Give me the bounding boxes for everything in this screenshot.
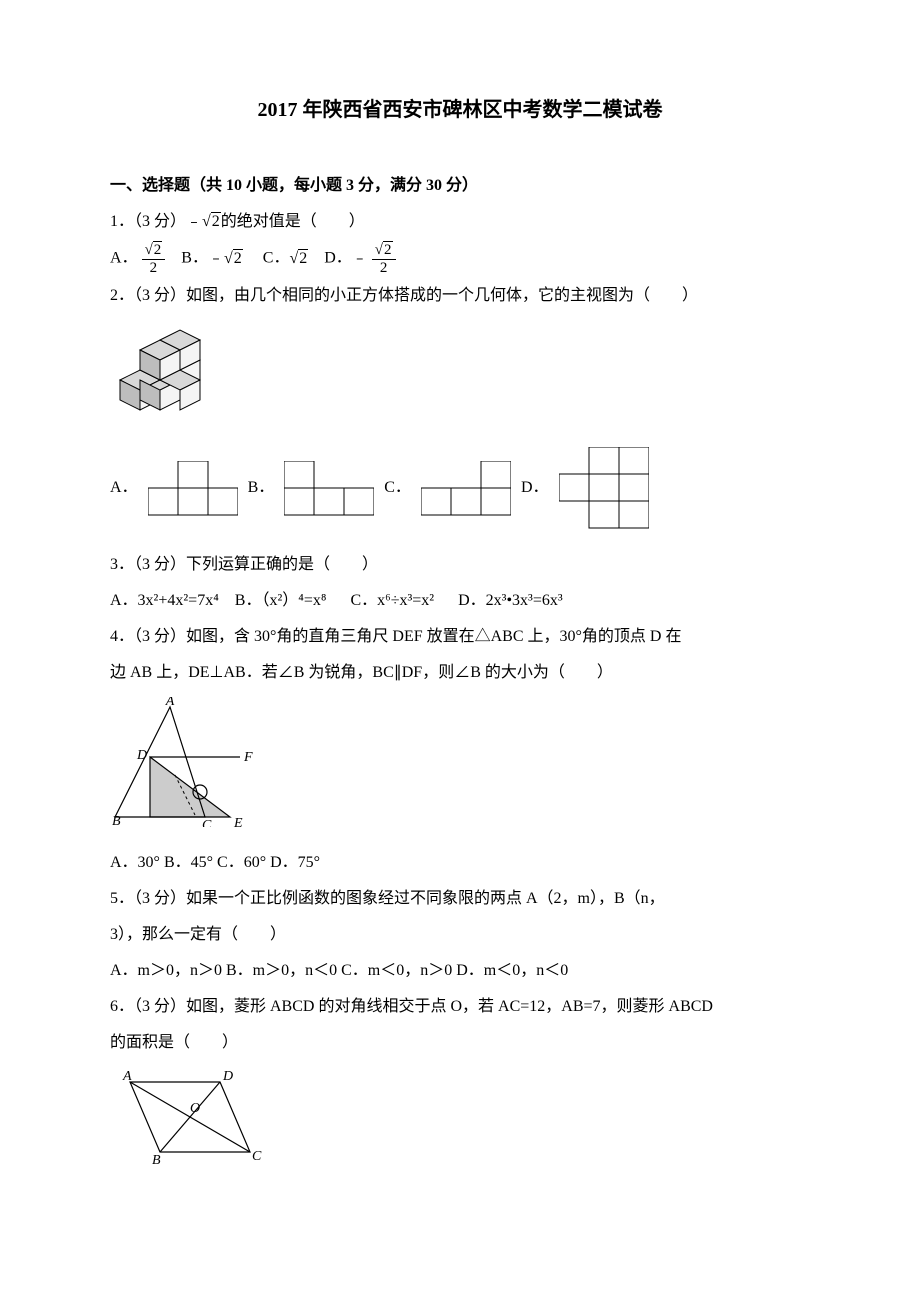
svg-text:B: B xyxy=(112,814,121,827)
svg-text:A: A xyxy=(122,1069,132,1084)
svg-text:E: E xyxy=(233,816,243,827)
question-3-options: A．3x²+4x²=7x⁴ B．（x²）⁴=x⁸ C．x⁶÷x³=x² D．2x… xyxy=(110,585,810,617)
opt-b-label: B．﹣ xyxy=(181,250,224,267)
opt-d-label: D．﹣ xyxy=(324,250,368,267)
grid-option-b xyxy=(284,461,374,516)
question-2: 2．（3 分）如图，由几个相同的小正方体搭成的一个几何体，它的主视图为（ ） xyxy=(110,280,810,312)
question-5-line1: 5．（3 分）如果一个正比例函数的图象经过不同象限的两点 A（2，m），B（n， xyxy=(110,883,810,915)
svg-text:O: O xyxy=(190,1101,200,1116)
q1-suffix: 的绝对值是（ ） xyxy=(221,213,365,230)
opt-c: C．x⁶÷x³=x² xyxy=(350,592,434,609)
opt-a-label: A． xyxy=(110,250,138,267)
question-5-line2: 3），那么一定有（ ） xyxy=(110,919,810,951)
question-5-options: A．m＞0，n＞0 B．m＞0，n＜0 C．m＜0，n＞0 D．m＜0，n＜0 xyxy=(110,955,810,987)
q2-cube-figure xyxy=(110,320,810,427)
opt-a: A．3x²+4x²=7x⁴ xyxy=(110,592,219,609)
grid-option-d xyxy=(559,447,649,529)
q4-figure: A B C D E F xyxy=(110,697,810,839)
svg-text:B: B xyxy=(152,1153,161,1167)
sqrt-icon: 2 xyxy=(202,206,221,238)
grid-option-a xyxy=(148,461,238,516)
section-header: 一、选择题（共 10 小题，每小题 3 分，满分 30 分） xyxy=(110,170,810,202)
fraction: 22 xyxy=(142,242,166,276)
svg-text:A: A xyxy=(165,697,175,709)
question-3: 3．（3 分）下列运算正确的是（ ） xyxy=(110,549,810,581)
opt-a-label: A． xyxy=(110,472,138,504)
sqrt-icon: 2 xyxy=(289,243,308,275)
question-4-options: A．30° B．45° C．60° D．75° xyxy=(110,847,810,879)
fraction: 22 xyxy=(372,242,396,276)
opt-b: B．（x²）⁴=x⁸ xyxy=(235,592,327,609)
question-1: 1．（3 分）﹣2的绝对值是（ ） xyxy=(110,206,810,238)
svg-text:C: C xyxy=(202,818,212,827)
grid-option-c xyxy=(421,461,511,516)
opt-c-label: C． xyxy=(384,472,411,504)
opt-b-label: B． xyxy=(248,472,275,504)
svg-text:F: F xyxy=(243,750,253,765)
opt-d-label: D． xyxy=(521,472,549,504)
q1-prefix: 1．（3 分）﹣ xyxy=(110,213,202,230)
svg-text:D: D xyxy=(136,748,147,763)
svg-text:D: D xyxy=(222,1069,233,1084)
question-4-line2: 边 AB 上，DE⊥AB．若∠B 为锐角，BC∥DF，则∠B 的大小为（ ） xyxy=(110,657,810,689)
q6-figure: A D B C O xyxy=(110,1067,810,1179)
svg-text:C: C xyxy=(252,1149,262,1164)
question-6-line1: 6．（3 分）如图，菱形 ABCD 的对角线相交于点 O，若 AC=12，AB=… xyxy=(110,991,810,1023)
question-4-line1: 4．（3 分）如图，含 30°角的直角三角尺 DEF 放置在△ABC 上，30°… xyxy=(110,621,810,653)
opt-d: D．2x³•3x³=6x³ xyxy=(458,592,563,609)
question-6-line2: 的面积是（ ） xyxy=(110,1027,810,1059)
question-1-options: A． 22 B．﹣2 C．2 D．﹣ 22 xyxy=(110,242,810,276)
sqrt-icon: 2 xyxy=(224,243,243,275)
opt-c-label: C． xyxy=(263,250,290,267)
q2-options: A． B． C． D． xyxy=(110,447,810,529)
page-title: 2017 年陕西省西安市碑林区中考数学二模试卷 xyxy=(110,90,810,130)
